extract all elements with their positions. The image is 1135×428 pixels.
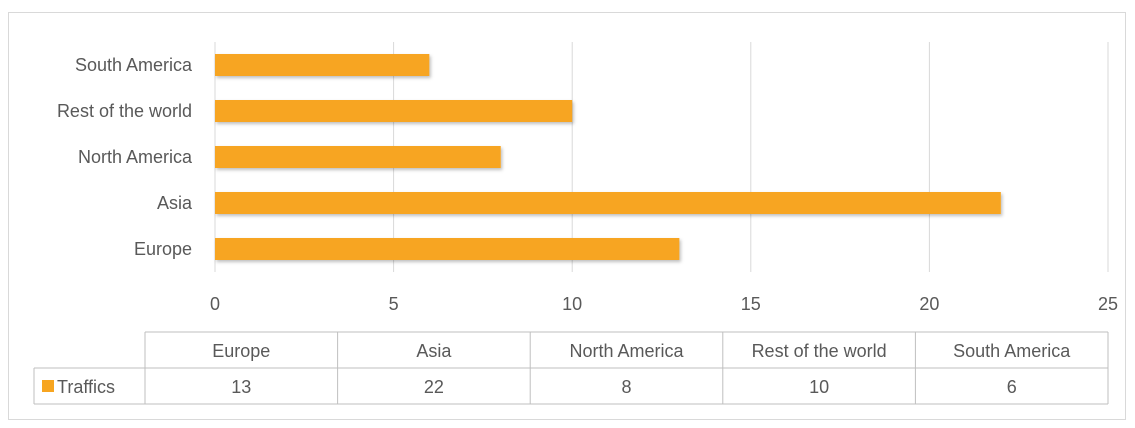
bar	[215, 146, 501, 168]
bars	[215, 54, 1001, 260]
bar	[215, 54, 430, 76]
category-label: Asia	[157, 193, 193, 213]
gridlines	[214, 42, 1109, 272]
x-tick-label: 0	[210, 294, 220, 314]
bar	[215, 100, 573, 122]
x-axis-tick-labels: 0 5 10 15 20 25	[210, 294, 1118, 314]
category-label: North America	[78, 147, 193, 167]
data-table: Europe 13 Asia 22 North America 8 Rest of the …	[33, 331, 1109, 405]
table-value-cell: 6	[1007, 377, 1017, 397]
table-value-cell: 22	[424, 377, 444, 397]
chart-frame	[8, 12, 1126, 420]
x-tick-label: 5	[389, 294, 399, 314]
table-header-cell: Europe	[212, 341, 270, 361]
category-label: South America	[75, 55, 193, 75]
table-header-cell: Rest of the world	[752, 341, 887, 361]
legend-swatch	[42, 380, 54, 392]
bar	[215, 192, 1001, 214]
series-name-label: Traffics	[57, 377, 115, 397]
table-value-cell: 8	[621, 377, 631, 397]
table-header-cell: Asia	[416, 341, 452, 361]
x-tick-label: 10	[562, 294, 582, 314]
x-tick-label: 15	[741, 294, 761, 314]
bar	[215, 238, 680, 260]
table-value-cell: 13	[231, 377, 251, 397]
category-label: Europe	[134, 239, 192, 259]
category-label: Rest of the world	[57, 101, 192, 121]
table-value-cell: 10	[809, 377, 829, 397]
table-header-cell: North America	[569, 341, 684, 361]
category-labels: Europe Asia North America Rest of the world…	[57, 55, 193, 259]
table-header-cell: South America	[953, 341, 1071, 361]
x-tick-label: 25	[1098, 294, 1118, 314]
x-tick-label: 20	[919, 294, 939, 314]
